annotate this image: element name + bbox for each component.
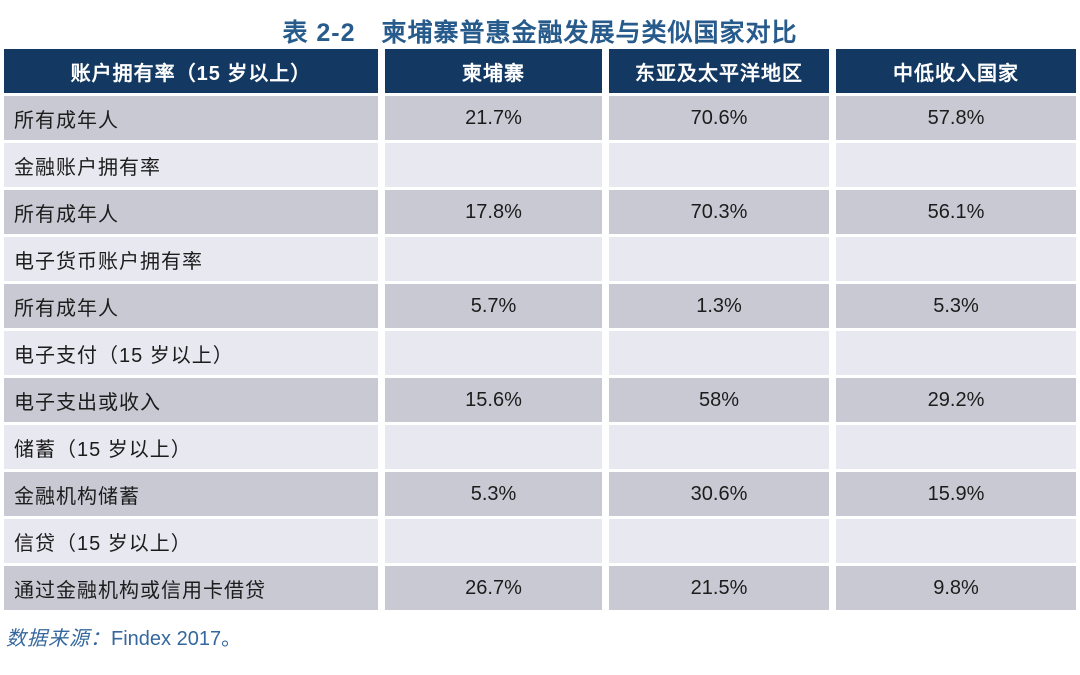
table-row: 所有成年人 17.8% 70.3% 56.1% (4, 190, 1076, 237)
table-row: 金融账户拥有率 (4, 143, 1076, 190)
row-label: 电子货币账户拥有率 (4, 237, 385, 284)
cell-east-asia-pacific (609, 331, 836, 378)
cell-lower-middle-income (836, 425, 1076, 472)
cell-lower-middle-income (836, 237, 1076, 284)
cell-cambodia: 21.7% (385, 96, 609, 143)
cell-cambodia: 15.6% (385, 378, 609, 425)
table-header-row: 账户拥有率（15 岁以上） 柬埔寨 东亚及太平洋地区 中低收入国家 (4, 49, 1076, 96)
table-caption: 表 2-2 柬埔寨普惠金融发展与类似国家对比 (282, 19, 798, 47)
table-row: 金融机构储蓄 5.3% 30.6% 15.9% (4, 472, 1076, 519)
cell-lower-middle-income: 9.8% (836, 566, 1076, 613)
cell-lower-middle-income: 29.2% (836, 378, 1076, 425)
header-lower-middle-income: 中低收入国家 (836, 49, 1076, 96)
cell-east-asia-pacific: 70.6% (609, 96, 836, 143)
row-label: 电子支付（15 岁以上） (4, 331, 385, 378)
data-source-value: Findex 2017。 (111, 628, 242, 650)
cell-east-asia-pacific: 58% (609, 378, 836, 425)
cell-lower-middle-income (836, 143, 1076, 190)
data-source-label: 数据来源： (6, 628, 111, 650)
cell-lower-middle-income (836, 331, 1076, 378)
header-indicator: 账户拥有率（15 岁以上） (4, 49, 385, 96)
cell-east-asia-pacific: 30.6% (609, 472, 836, 519)
cell-lower-middle-income: 57.8% (836, 96, 1076, 143)
cell-cambodia (385, 237, 609, 284)
cell-east-asia-pacific (609, 143, 836, 190)
row-label: 信贷（15 岁以上） (4, 519, 385, 566)
comparison-table: 账户拥有率（15 岁以上） 柬埔寨 东亚及太平洋地区 中低收入国家 所有成年人 … (4, 49, 1076, 613)
cell-cambodia: 5.3% (385, 472, 609, 519)
cell-east-asia-pacific: 21.5% (609, 566, 836, 613)
cell-east-asia-pacific (609, 519, 836, 566)
row-label: 电子支出或收入 (4, 378, 385, 425)
table-row: 电子支付（15 岁以上） (4, 331, 1076, 378)
row-label: 所有成年人 (4, 284, 385, 331)
cell-cambodia: 26.7% (385, 566, 609, 613)
table-row: 电子货币账户拥有率 (4, 237, 1076, 284)
table-body: 所有成年人 21.7% 70.6% 57.8% 金融账户拥有率 所有成年人 17… (4, 96, 1076, 613)
cell-cambodia (385, 519, 609, 566)
row-label: 储蓄（15 岁以上） (4, 425, 385, 472)
table-row: 所有成年人 21.7% 70.6% 57.8% (4, 96, 1076, 143)
cell-cambodia: 17.8% (385, 190, 609, 237)
cell-east-asia-pacific: 70.3% (609, 190, 836, 237)
cell-east-asia-pacific (609, 237, 836, 284)
table-row: 所有成年人 5.7% 1.3% 5.3% (4, 284, 1076, 331)
cell-lower-middle-income: 56.1% (836, 190, 1076, 237)
cell-cambodia: 5.7% (385, 284, 609, 331)
cell-lower-middle-income: 15.9% (836, 472, 1076, 519)
row-label: 通过金融机构或信用卡借贷 (4, 566, 385, 613)
header-east-asia-pacific: 东亚及太平洋地区 (609, 49, 836, 96)
row-label: 金融账户拥有率 (4, 143, 385, 190)
cell-east-asia-pacific (609, 425, 836, 472)
cell-lower-middle-income: 5.3% (836, 284, 1076, 331)
cell-lower-middle-income (836, 519, 1076, 566)
row-label: 金融机构储蓄 (4, 472, 385, 519)
data-source-note: 数据来源：Findex 2017。 (6, 622, 1080, 651)
row-label: 所有成年人 (4, 96, 385, 143)
row-label: 所有成年人 (4, 190, 385, 237)
table-row: 信贷（15 岁以上） (4, 519, 1076, 566)
cell-cambodia (385, 331, 609, 378)
cell-cambodia (385, 143, 609, 190)
cell-east-asia-pacific: 1.3% (609, 284, 836, 331)
table-row: 电子支出或收入 15.6% 58% 29.2% (4, 378, 1076, 425)
table-row: 通过金融机构或信用卡借贷 26.7% 21.5% 9.8% (4, 566, 1076, 613)
cell-cambodia (385, 425, 609, 472)
header-cambodia: 柬埔寨 (385, 49, 609, 96)
table-row: 储蓄（15 岁以上） (4, 425, 1076, 472)
